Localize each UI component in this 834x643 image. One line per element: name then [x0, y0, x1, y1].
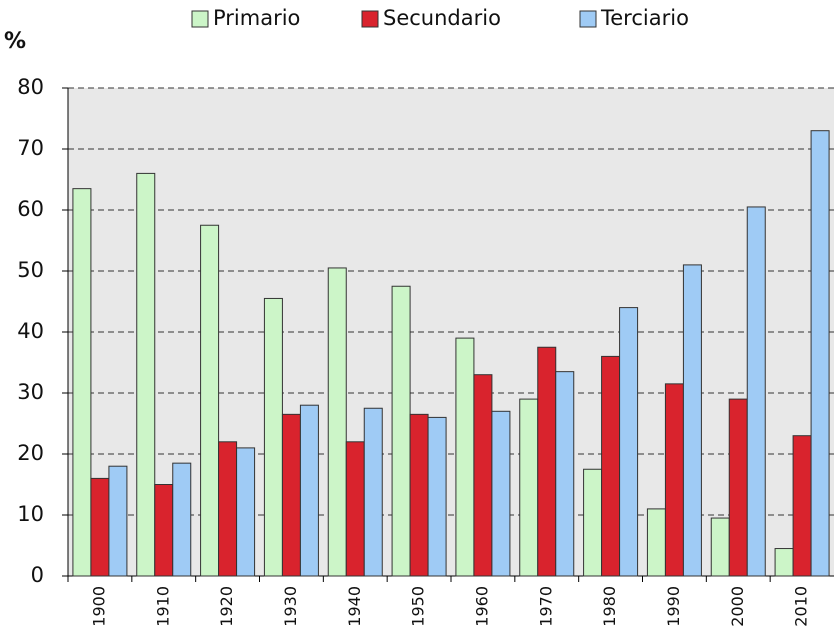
x-tick-label: 1930: [281, 586, 300, 627]
legend-swatch: [579, 10, 597, 28]
x-tick-label: 1900: [89, 586, 108, 627]
x-tick-label: 1910: [153, 586, 172, 627]
bar: [427, 416, 447, 577]
bar: [200, 224, 220, 577]
bar: [682, 264, 702, 577]
bar: [555, 371, 575, 577]
x-tick-label: 1920: [217, 586, 236, 627]
bar: [391, 285, 411, 577]
bar: [601, 355, 621, 577]
x-tick-label: 1950: [409, 586, 428, 627]
bar: [774, 548, 794, 577]
bar: [154, 484, 174, 577]
y-tick-label: 40: [17, 319, 44, 343]
bar: [281, 413, 301, 577]
y-tick-label: 30: [17, 380, 44, 404]
bar: [172, 462, 192, 577]
bar: [583, 468, 603, 577]
bar: [728, 398, 748, 577]
bar: [746, 206, 766, 577]
y-tick-label: 20: [17, 441, 44, 465]
x-tick-label: 1980: [600, 586, 619, 627]
bar: [664, 383, 684, 577]
y-tick-label: 50: [17, 258, 44, 282]
bar: [646, 508, 666, 577]
bar: [218, 441, 238, 577]
y-tick-label: 70: [17, 136, 44, 160]
legend-label: Secundario: [383, 6, 501, 30]
bar: [136, 172, 156, 577]
legend-swatch: [361, 10, 379, 28]
bar: [90, 477, 110, 577]
bar: [710, 517, 730, 577]
x-tick-label: 2000: [728, 586, 747, 627]
y-tick-label: 0: [31, 563, 44, 587]
bar: [491, 410, 511, 577]
bar: [473, 374, 493, 577]
bar: [299, 404, 319, 577]
bar: [619, 307, 639, 577]
y-tick-label: 80: [17, 75, 44, 99]
x-tick-label: 1960: [472, 586, 491, 627]
legend-label: Primario: [213, 6, 300, 30]
x-tick-label: 1990: [664, 586, 683, 627]
bar: [236, 447, 256, 577]
y-tick-label: 60: [17, 197, 44, 221]
y-tick-label: 10: [17, 502, 44, 526]
bar: [108, 465, 128, 577]
bar: [537, 346, 557, 577]
bar: [363, 407, 383, 577]
bar: [72, 188, 92, 577]
bar: [345, 441, 365, 577]
bar: [455, 337, 475, 577]
bar: [810, 130, 830, 577]
legend-label: Terciario: [600, 6, 689, 30]
bar: [792, 435, 812, 577]
bar: [263, 297, 283, 577]
x-tick-label: 1940: [345, 586, 364, 627]
bar: [519, 398, 539, 577]
bar: [327, 267, 347, 577]
legend-swatch: [191, 10, 209, 28]
y-axis-label: %: [4, 29, 26, 54]
x-tick-label: 2010: [792, 586, 811, 627]
x-tick-label: 1970: [536, 586, 555, 627]
bar: [409, 413, 429, 577]
